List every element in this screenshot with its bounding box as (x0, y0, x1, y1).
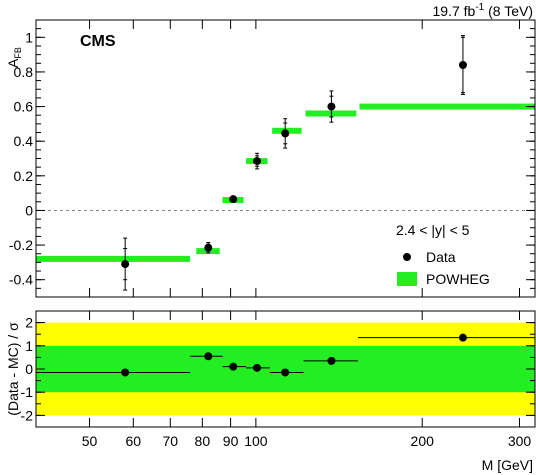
data-point (121, 260, 130, 269)
powheg-bin (36, 255, 191, 262)
ratio-point (204, 352, 213, 361)
data-point (458, 61, 467, 70)
x-axis-title: M [GeV] (482, 457, 533, 473)
ratio-point (229, 362, 238, 371)
x-tick-label: 70 (163, 433, 179, 449)
data-point (229, 195, 238, 204)
ratio-panel: -2 -1 0 1 2 50 60 70 80 90 100 200 300 (21, 310, 536, 449)
luminosity-label: 19.7 fb-1 (8 TeV) (433, 2, 534, 19)
powheg-bin (359, 103, 535, 110)
y-tick-label: -0.2 (9, 237, 33, 253)
legend-powheg-box (397, 272, 417, 286)
x-tick-label: 100 (244, 433, 268, 449)
ratio-point (253, 363, 262, 372)
ratio-point (121, 368, 130, 377)
x-tick-label: 50 (82, 433, 98, 449)
top-frame (35, 19, 536, 298)
y-axis-title-text: AFB (5, 47, 23, 68)
y-axis-title-bottom: (Data - MC) / σ (5, 322, 21, 416)
y-tick-label: 0.2 (14, 168, 34, 184)
y-tick-label: 0.4 (14, 133, 34, 149)
ratio-y-tick-label: -2 (21, 407, 34, 423)
experiment-label: CMS (80, 33, 116, 50)
ratio-y-tick-label: 1 (25, 338, 33, 354)
data-point (327, 102, 336, 111)
x-tick-label: 200 (411, 433, 435, 449)
y-axis-title-top: AFB (5, 47, 23, 68)
y-tick-label: 0.6 (14, 99, 34, 115)
x-tick-label: 90 (223, 433, 239, 449)
ratio-point (281, 368, 290, 377)
ratio-y-tick-label: -1 (21, 384, 34, 400)
legend-data-label: Data (426, 249, 456, 265)
ratio-y-tick-label: 2 (25, 315, 33, 331)
region-label: 2.4 < |y| < 5 (396, 222, 470, 238)
y-tick-label: 0 (25, 202, 33, 218)
top-panel: -0.4 -0.2 0 0.2 0.4 0.6 0.8 1 (9, 19, 536, 298)
data-point (253, 157, 262, 166)
legend-powheg-label: POWHEG (426, 271, 490, 287)
x-tick-label: 60 (126, 433, 142, 449)
ratio-y-tick-label: 0 (25, 361, 33, 377)
data-point (281, 129, 290, 138)
data-point (204, 243, 213, 252)
ratio-point (458, 333, 467, 342)
x-tick-label: 300 (508, 433, 532, 449)
legend: Data POWHEG (397, 249, 490, 287)
x-tick-label: 80 (195, 433, 211, 449)
y-tick-label: 0.8 (14, 64, 34, 80)
y-tick-label: -0.4 (9, 272, 33, 288)
ratio-point (327, 356, 336, 365)
legend-data-marker (403, 253, 411, 261)
y-tick-label: 1 (25, 29, 33, 45)
